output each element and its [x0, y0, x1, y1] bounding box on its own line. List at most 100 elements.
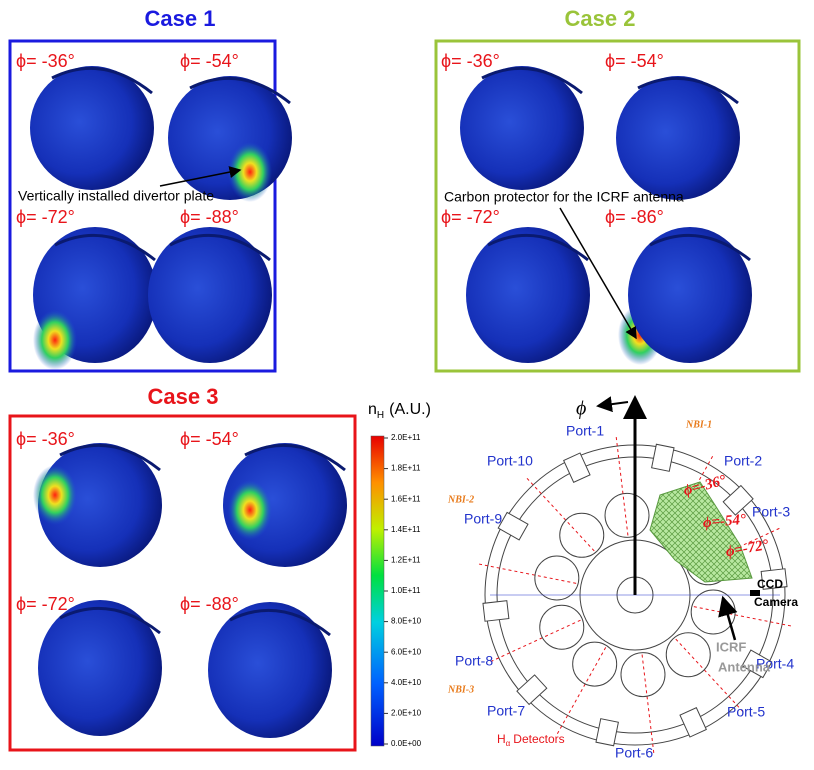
render: [628, 227, 752, 363]
panel-label: ϕ= -72°: [16, 594, 75, 614]
port-label: Port-6: [615, 745, 653, 761]
render: [460, 66, 584, 190]
port-duct: [483, 601, 509, 622]
phi-axis-label: ϕ: [576, 398, 586, 420]
unit: (A.U.): [389, 401, 431, 418]
colorbar-tick-label: 1.2E+11: [391, 556, 421, 565]
port-label: Port-8: [455, 653, 493, 669]
detectors-text: Detectors: [513, 732, 564, 746]
ccd-camera: [750, 590, 760, 596]
subscript: α: [506, 739, 511, 748]
port-duct: [596, 719, 618, 746]
figure: Case 1 Case 2 Case 3 Vertically installe…: [0, 0, 814, 765]
sight-line: [478, 564, 576, 583]
case-title: Case 2: [565, 6, 636, 31]
colorbar: [371, 436, 384, 746]
colorbar-tick-label: 1.0E+11: [391, 586, 421, 595]
render: [38, 600, 162, 736]
render-body: [460, 66, 584, 190]
nbi-label: NBI-2: [447, 494, 474, 505]
panel-label: ϕ= -54°: [180, 51, 239, 71]
port-label: Port-3: [752, 504, 790, 520]
colorbar-tick-label: 1.6E+11: [391, 494, 421, 503]
colorbar-label: nH (A.U.): [368, 401, 431, 420]
sight-line: [490, 620, 581, 662]
colorbar-ticks: 2.0E+11 1.8E+11 1.6E+11 1.4E+11 1.2E+11 1.0E+…: [384, 433, 422, 748]
render: [33, 227, 157, 370]
panel-label: ϕ= -86°: [605, 207, 664, 227]
colorbar-tick-label: 2.0E+11: [391, 433, 421, 442]
coil: [573, 642, 617, 686]
port-duct: [517, 675, 547, 704]
panel-label: ϕ= -36°: [16, 429, 75, 449]
panel-label: ϕ= -88°: [180, 594, 239, 614]
port-duct: [498, 512, 528, 539]
nbi-label: NBI-1: [685, 419, 712, 430]
case-title: Case 3: [148, 384, 219, 409]
antenna-label: Antenna: [718, 659, 771, 674]
render: [466, 227, 590, 363]
hot-spot: [33, 465, 77, 525]
render: [208, 602, 332, 738]
sight-line: [694, 607, 792, 626]
antenna-arrow: [723, 598, 735, 640]
hot-spot: [33, 310, 77, 370]
port-label: Port-1: [566, 423, 604, 439]
colorbar-tick-label: 1.8E+11: [391, 464, 421, 473]
panel-label: ϕ= -54°: [605, 51, 664, 71]
panel-label: ϕ= -36°: [441, 51, 500, 71]
annotation: Carbon protector for the ICRF antenna: [444, 189, 684, 205]
panel-label: ϕ= -88°: [180, 207, 239, 227]
ccd-label: Camera: [754, 595, 798, 609]
render: [148, 227, 272, 363]
port-label: Port-10: [487, 453, 533, 469]
sight-line: [557, 647, 606, 734]
hot-spot: [228, 142, 272, 202]
symbol: n: [368, 401, 377, 418]
colorbar-tick-label: 1.4E+11: [391, 525, 421, 534]
port-label: Port-5: [727, 704, 765, 720]
coil: [560, 513, 604, 557]
ccd-label: CCD: [757, 577, 783, 591]
render: [223, 443, 347, 567]
port-label: Port-9: [464, 511, 502, 527]
coil: [540, 605, 584, 649]
colorbar-tick-label: 8.0E+10: [391, 617, 422, 626]
antenna-label: ICRF: [716, 639, 746, 654]
port-label: Port-2: [724, 453, 762, 469]
port-duct: [564, 453, 590, 482]
colorbar-tick-label: 2.0E+10: [391, 709, 422, 718]
panel-label: ϕ= -72°: [441, 207, 500, 227]
coil: [605, 493, 649, 537]
nbi-label: NBI-3: [447, 684, 474, 695]
colorbar-tick-label: 6.0E+10: [391, 647, 422, 656]
port-duct: [652, 444, 674, 471]
subscript: H: [377, 410, 384, 421]
port-label: Port-7: [487, 703, 525, 719]
render: [30, 66, 154, 190]
coil: [691, 590, 735, 634]
sight-line: [616, 436, 628, 535]
symbol: H: [497, 732, 506, 746]
render-body: [30, 66, 154, 190]
detectors-label: HαDetectors: [497, 732, 565, 748]
coil: [535, 556, 579, 600]
panel-label: ϕ= -36°: [16, 51, 75, 71]
page: {"cases": [ {"title": "Case 1", "panels"…: [0, 0, 814, 765]
port-duct: [723, 486, 753, 515]
coil: [621, 653, 665, 697]
panel-label: ϕ= -54°: [180, 429, 239, 449]
colorbar-tick-label: 0.0E+00: [391, 739, 422, 748]
colorbar-tick-label: 4.0E+10: [391, 678, 422, 687]
sight-line: [642, 655, 654, 754]
case-title: Case 1: [145, 6, 216, 31]
render: [33, 443, 162, 567]
coil: [666, 633, 710, 677]
hot-spot: [228, 480, 272, 540]
phi-mark: ϕ=-54°: [702, 512, 746, 532]
panel-label: ϕ= -72°: [16, 207, 75, 227]
port-duct: [680, 708, 706, 737]
render: [168, 76, 292, 202]
phi-arrow: [598, 402, 628, 406]
annotation: Vertically installed divertor plate: [18, 188, 214, 204]
